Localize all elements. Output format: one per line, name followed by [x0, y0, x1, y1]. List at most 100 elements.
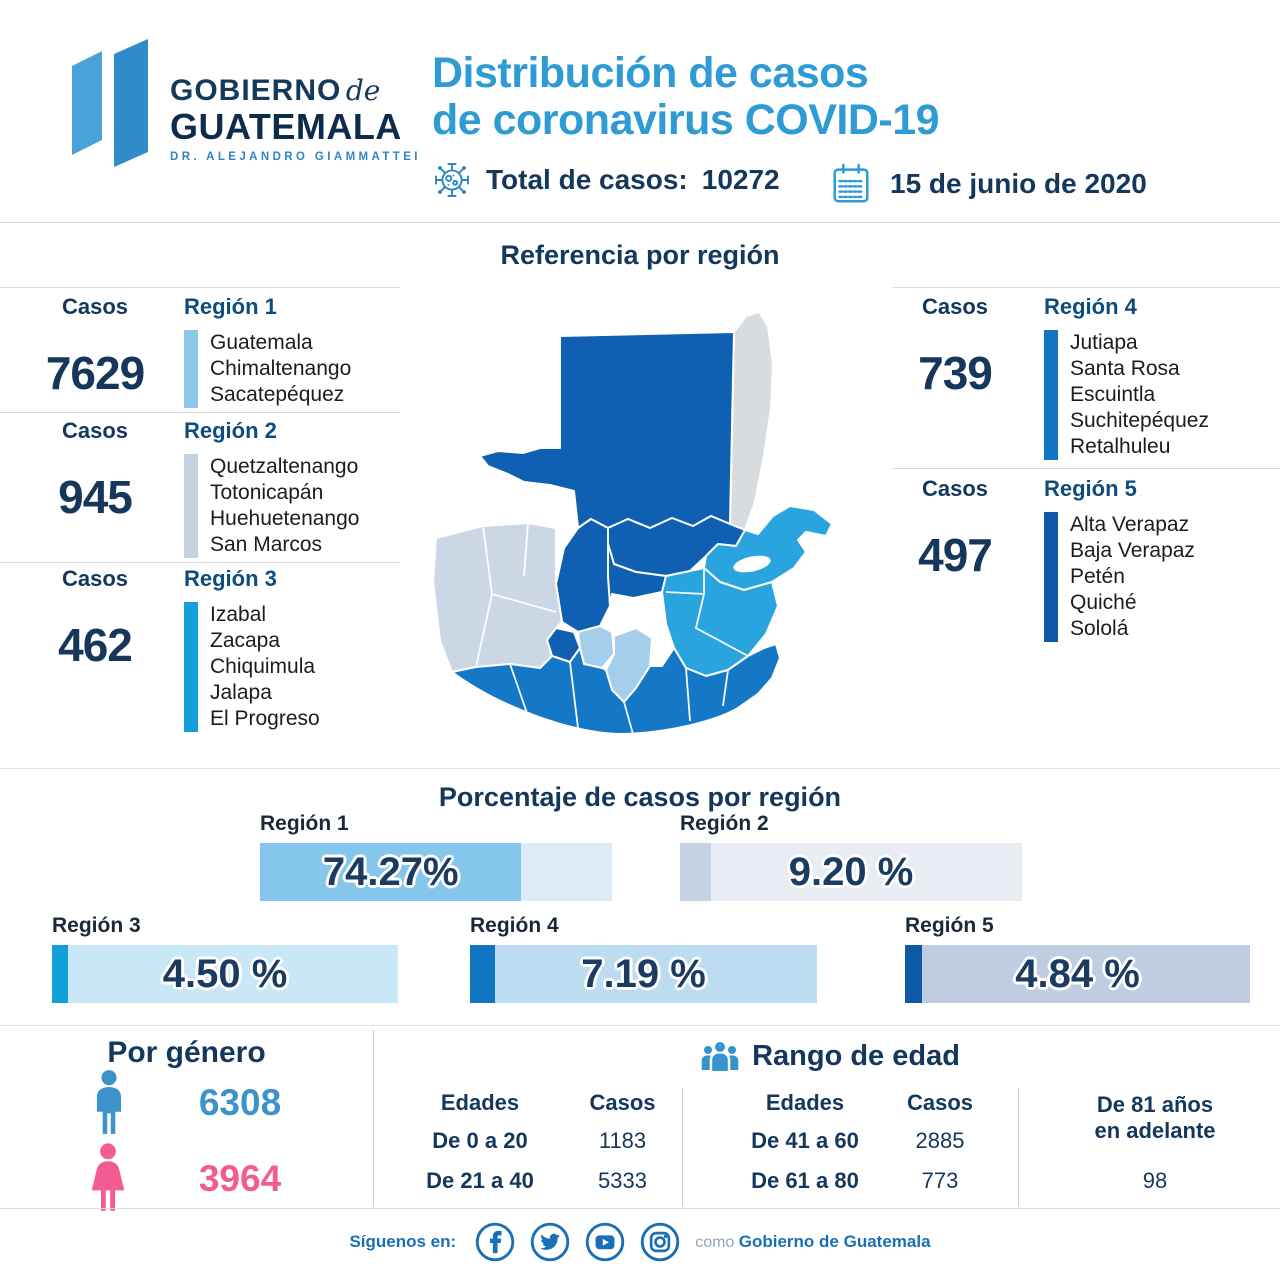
- instagram-icon[interactable]: [640, 1222, 680, 1262]
- region-name: Región 5: [1044, 476, 1137, 501]
- divider: [373, 1030, 374, 1207]
- bar-track: 4.84 %: [905, 945, 1250, 1003]
- male-icon: [96, 1070, 122, 1134]
- region-name: Región 3: [184, 566, 277, 591]
- age-81-plus-line1: De 81 años: [1096, 1092, 1214, 1117]
- department-name: Zacapa: [210, 629, 281, 652]
- total-cases-row: Total de casos: 10272: [432, 160, 780, 200]
- age-cases: 2885: [915, 1128, 965, 1153]
- department-name: Huehuetenango: [210, 507, 360, 530]
- follow-us-label: Síguenos en:: [349, 1232, 457, 1251]
- page-title: Distribución de casos de coronavirus COV…: [432, 49, 940, 145]
- department-name: Suchitepéquez: [1070, 409, 1209, 432]
- department-list: Quetzaltenango Totonicapán Huehuetenango Sa…: [210, 454, 359, 558]
- department-list: Jutiapa Santa Rosa Escuintla Suchitepéquez R…: [1070, 330, 1209, 460]
- report-date: 15 de junio de 2020: [890, 168, 1147, 199]
- department-list: Guatemala Chimaltenango Sacatepéquez: [210, 330, 351, 408]
- divider: [0, 287, 400, 288]
- bar-region-label: Región 2: [680, 812, 769, 835]
- age-col-header: Edades: [440, 1090, 520, 1115]
- department-list: Alta Verapaz Baja Verapaz Petén Quiché Solol…: [1070, 512, 1195, 642]
- department-name: Quetzaltenango: [210, 455, 359, 478]
- male-cases-value: 6308: [198, 1082, 282, 1123]
- bar-track: 7.19 %: [470, 945, 817, 1003]
- lake-izabal: [733, 555, 771, 573]
- age-cases: 773: [921, 1168, 959, 1193]
- region-card: Casos 462 Región 3 Izabal Zacapa Chiquimul…: [20, 566, 415, 732]
- youtube-icon[interactable]: [585, 1222, 625, 1262]
- casos-label: Casos: [921, 476, 989, 501]
- page-title-line2: de coronavirus COVID-19: [432, 96, 940, 145]
- region-color-swatch: [184, 454, 198, 558]
- bar-region-label: Región 5: [905, 914, 994, 937]
- divider: [0, 1025, 1280, 1026]
- department-name: Retalhuleu: [1070, 435, 1171, 458]
- casos-label: Casos: [61, 294, 129, 319]
- department-name: Santa Rosa: [1070, 357, 1180, 380]
- region-color-swatch: [1044, 512, 1058, 642]
- age-81-plus-line2: en adelante: [1094, 1118, 1216, 1143]
- female-cases-value: 3964: [198, 1158, 282, 1199]
- bar-percent-value: 7.19 %: [581, 952, 706, 996]
- map-section-title: Referencia por región: [500, 240, 780, 270]
- female-icon: [91, 1143, 125, 1211]
- department-name: Baja Verapaz: [1070, 539, 1195, 562]
- twitter-icon[interactable]: [530, 1222, 570, 1262]
- age-col-header: Casos: [906, 1090, 974, 1115]
- region-cases-value: 7629: [45, 347, 145, 399]
- logo-text: GOBIERNO de GUATEMALA DR. ALEJANDRO GIAM…: [170, 76, 421, 164]
- department-name: Izabal: [210, 603, 267, 626]
- department-name: Petén: [1070, 565, 1125, 588]
- department-name: Guatemala: [210, 331, 313, 354]
- age-range: De 0 a 20: [432, 1128, 528, 1153]
- divider: [1018, 1088, 1019, 1206]
- total-cases-value: 10272: [701, 164, 780, 195]
- bar-group: Región 5 4.84 %: [905, 914, 1250, 1003]
- divider: [0, 222, 1280, 223]
- divider: [0, 1208, 1280, 1209]
- divider: [0, 768, 1280, 769]
- casos-label: Casos: [921, 294, 989, 319]
- bar-fill: [260, 843, 522, 901]
- bar-region-label: Región 1: [260, 812, 349, 835]
- age-cases: 5333: [598, 1168, 647, 1193]
- department-name: Chimaltenango: [210, 357, 352, 380]
- guatemala-region-map: [432, 311, 833, 735]
- age-section-header: Rango de edad: [400, 1040, 1260, 1073]
- age-section-title: Rango de edad: [752, 1040, 960, 1072]
- calendar-icon: [833, 163, 869, 203]
- bar-percent-value: 9.20 %: [788, 850, 914, 894]
- region-color-swatch: [184, 602, 198, 732]
- department-name: Totonicapán: [210, 481, 324, 504]
- bar-percent-value: 74.27%: [322, 850, 459, 894]
- region-card: Casos 739 Región 4 Jutiapa Santa Rosa Escu…: [880, 294, 1275, 460]
- department-name: Alta Verapaz: [1070, 513, 1190, 536]
- bar-fill: [52, 945, 68, 1003]
- region-name: Región 2: [184, 418, 277, 443]
- gender-section-title: Por género: [107, 1036, 266, 1069]
- age-col-header: Casos: [589, 1090, 656, 1115]
- bar-group: Región 2 9.20 %: [680, 812, 1022, 901]
- region-card: Casos 497 Región 5 Alta Verapaz Baja Vera…: [880, 476, 1275, 642]
- date-row: 15 de junio de 2020: [828, 160, 1147, 208]
- region-card: Casos 945 Región 2 Quetzaltenango Totonic…: [20, 418, 415, 558]
- department-list: Izabal Zacapa Chiquimula Jalapa El Progreso: [210, 602, 320, 732]
- divider: [893, 287, 1280, 288]
- bar-fill: [680, 843, 712, 901]
- age-cases: 1183: [598, 1128, 647, 1153]
- como-label: como: [695, 1234, 735, 1251]
- divider: [682, 1088, 683, 1206]
- total-cases-label: Total de casos:: [486, 164, 688, 195]
- department-name: Sacatepéquez: [210, 383, 345, 406]
- bar-group: Región 1 74.27%: [260, 812, 612, 901]
- bar-region-label: Región 3: [52, 914, 141, 937]
- facebook-icon[interactable]: [475, 1222, 515, 1262]
- casos-label: Casos: [61, 566, 129, 591]
- bar-fill: [905, 945, 922, 1003]
- casos-label: Casos: [61, 418, 129, 443]
- department-name: San Marcos: [210, 533, 323, 556]
- department-name: Quiché: [1070, 591, 1137, 614]
- logo-de: de: [345, 74, 381, 107]
- department-name: Chiquimula: [210, 655, 316, 678]
